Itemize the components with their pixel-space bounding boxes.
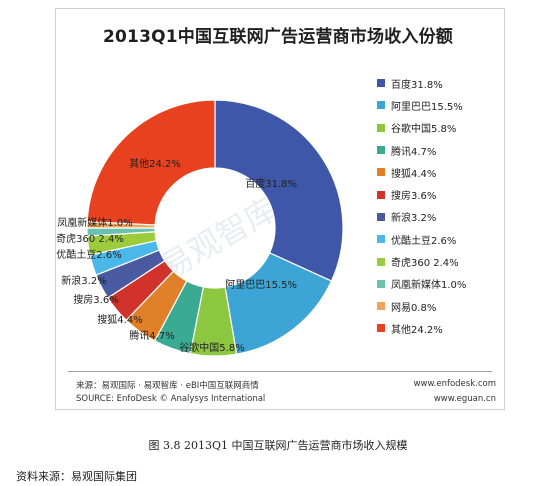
legend-label: 阿里巴巴15.5%	[391, 101, 463, 113]
legend-label: 腾讯4.7%	[391, 146, 437, 158]
legend-label: 奇虎360 2.4%	[391, 258, 459, 270]
chart-title: 2013Q1中国互联网广告运营商市场收入份额	[103, 27, 453, 47]
slice-label-12: 其他24.2%	[129, 157, 181, 170]
legend-swatch	[377, 257, 385, 266]
slice-label-8: 优酷土豆2.6%	[56, 248, 121, 261]
slice-label-7: 新浪3.2%	[61, 274, 106, 287]
legend-swatch	[377, 190, 385, 199]
url-eguan: www.eguan.cn	[433, 394, 496, 404]
url-enfodesk: www.enfodesk.com	[413, 379, 496, 389]
legend-swatch	[377, 235, 385, 244]
legend-item: 搜狐4.4%	[377, 161, 497, 183]
slice-label-5: 搜狐4.4%	[97, 313, 142, 326]
figure-caption: 图 3.8 2013Q1 中国互联网广告运营商市场收入规模	[148, 439, 408, 452]
slice-1	[214, 99, 344, 282]
source-note: 资料来源：易观国际集团	[16, 470, 137, 483]
legend-label: 谷歌中国5.8%	[391, 124, 457, 136]
legend-item: 其他24.2%	[377, 317, 497, 339]
slice-label-10: 凤凰新媒体1.0%	[57, 216, 132, 229]
legend-swatch	[377, 279, 385, 288]
legend-swatch	[377, 212, 385, 221]
slice-label-2: 阿里巴巴15.5%	[225, 279, 297, 291]
legend-label: 搜狐4.4%	[391, 168, 437, 180]
legend-item: 奇虎360 2.4%	[377, 250, 497, 272]
legend-swatch	[377, 324, 385, 333]
legend-swatch	[377, 123, 385, 132]
legend-label: 其他24.2%	[391, 324, 443, 336]
legend-swatch	[377, 302, 385, 311]
legend-label: 新浪3.2%	[391, 213, 437, 225]
legend-swatch	[377, 79, 385, 88]
legend-label: 凤凰新媒体1.0%	[391, 280, 467, 292]
legend-item: 谷歌中国5.8%	[377, 117, 497, 139]
legend-item: 优酷土豆2.6%	[377, 228, 497, 250]
legend-swatch	[377, 101, 385, 110]
legend-item: 腾讯4.7%	[377, 139, 497, 161]
legend-swatch	[377, 168, 385, 177]
legend-item: 网易0.8%	[377, 295, 497, 317]
source-cn: 来源：易观国际 · 易观智库 · eBI中国互联网商情	[76, 381, 259, 391]
legend-label: 百度31.8%	[391, 79, 443, 91]
legend-item: 新浪3.2%	[377, 206, 497, 228]
legend-item: 阿里巴巴15.5%	[377, 94, 497, 116]
legend-swatch	[377, 146, 385, 155]
slice-label-3: 谷歌中国5.8%	[179, 341, 244, 354]
source-en: SOURCE: EnfoDesk © Analysys Internationa…	[76, 394, 266, 404]
slice-label-6: 搜房3.6%	[73, 293, 118, 306]
slice-label-9: 奇虎360 2.4%	[56, 232, 124, 245]
slice-12	[86, 99, 216, 226]
footer-divider	[68, 371, 492, 372]
legend-label: 搜房3.6%	[391, 191, 437, 203]
legend-item: 百度31.8%	[377, 72, 497, 94]
slice-label-4: 腾讯4.7%	[129, 329, 174, 342]
legend: 百度31.8% 阿里巴巴15.5% 谷歌中国5.8% 腾讯4.7% 搜狐4.4% 搜房3.…	[377, 72, 497, 340]
legend-item: 搜房3.6%	[377, 183, 497, 205]
legend-label: 网易0.8%	[391, 302, 437, 314]
slice-label-1: 百度31.8%	[245, 177, 297, 190]
legend-label: 优酷土豆2.6%	[391, 235, 457, 247]
legend-item: 凤凰新媒体1.0%	[377, 273, 497, 295]
